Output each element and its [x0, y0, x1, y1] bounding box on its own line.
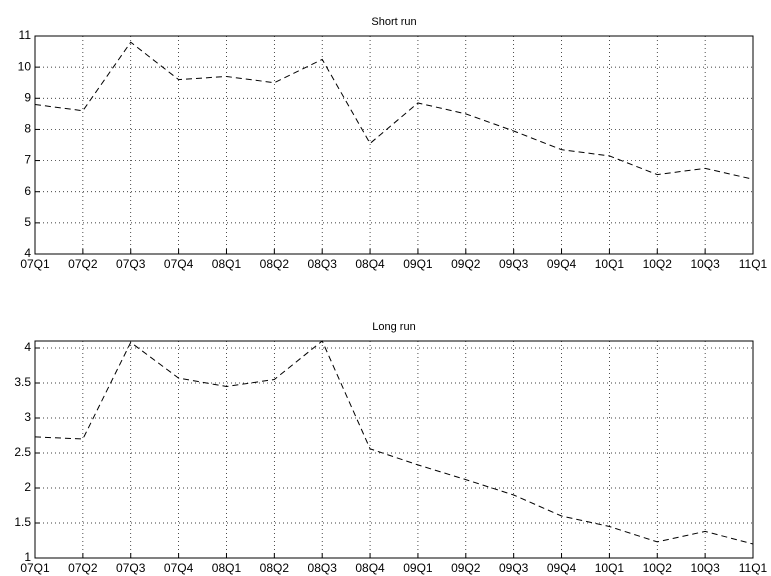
x-tick-label: 11Q1 [739, 257, 768, 271]
x-tick-label: 09Q2 [451, 561, 481, 575]
chart-title: Short run [371, 16, 416, 28]
y-tick-label: 2.5 [14, 445, 31, 459]
x-tick-label: 10Q2 [643, 561, 673, 575]
y-tick-label: 6 [24, 184, 31, 198]
x-tick-label: 07Q4 [164, 561, 194, 575]
plot-frame [34, 35, 754, 255]
x-tick-label: 10Q1 [595, 257, 625, 271]
x-tick-label: 07Q2 [68, 257, 98, 271]
y-tick-label: 4 [24, 340, 31, 354]
y-tick-label: 4 [24, 246, 31, 260]
x-tick-label: 10Q1 [595, 561, 625, 575]
x-tick-label: 10Q2 [643, 257, 673, 271]
x-tick-label: 07Q1 [20, 561, 50, 575]
y-tick-label: 3.5 [14, 375, 31, 389]
y-tick-label: 8 [24, 122, 31, 136]
y-tick-label: 1 [24, 550, 31, 564]
x-tick-label: 07Q3 [116, 561, 146, 575]
x-tick-label: 09Q2 [451, 257, 481, 271]
y-tick-label: 1.5 [14, 515, 31, 529]
x-tick-label: 07Q1 [20, 257, 50, 271]
x-tick-label: 09Q3 [499, 257, 529, 271]
x-tick-label: 07Q4 [164, 257, 194, 271]
x-tick-label: 10Q3 [690, 257, 720, 271]
x-tick-label: 08Q4 [355, 257, 385, 271]
x-tick-label: 08Q1 [212, 561, 242, 575]
x-tick-label: 09Q1 [403, 257, 433, 271]
data-line [34, 340, 754, 545]
y-tick-label: 3 [24, 410, 31, 424]
data-line [34, 41, 754, 180]
plot-frame [34, 340, 754, 559]
chart-title: Long run [372, 321, 415, 333]
x-tick-label: 08Q1 [212, 257, 242, 271]
x-tick-label: 08Q2 [260, 561, 290, 575]
x-tick-label: 08Q2 [260, 257, 290, 271]
y-tick-label: 2 [24, 480, 31, 494]
x-tick-label: 11Q1 [739, 561, 768, 575]
x-tick-label: 08Q3 [308, 561, 338, 575]
y-tick-label: 7 [24, 153, 31, 167]
x-tick-label: 07Q2 [68, 561, 98, 575]
y-tick-label: 10 [18, 59, 32, 73]
x-tick-label: 08Q4 [355, 561, 385, 575]
x-tick-label: 09Q1 [403, 561, 433, 575]
x-tick-label: 09Q4 [547, 561, 577, 575]
y-tick-label: 11 [19, 28, 32, 42]
x-tick-label: 09Q3 [499, 561, 529, 575]
x-tick-label: 09Q4 [547, 257, 577, 271]
x-tick-label: 10Q3 [690, 561, 720, 575]
x-tick-label: 08Q3 [308, 257, 338, 271]
y-tick-label: 5 [24, 215, 31, 229]
y-tick-label: 9 [24, 90, 31, 104]
x-tick-label: 07Q3 [116, 257, 146, 271]
